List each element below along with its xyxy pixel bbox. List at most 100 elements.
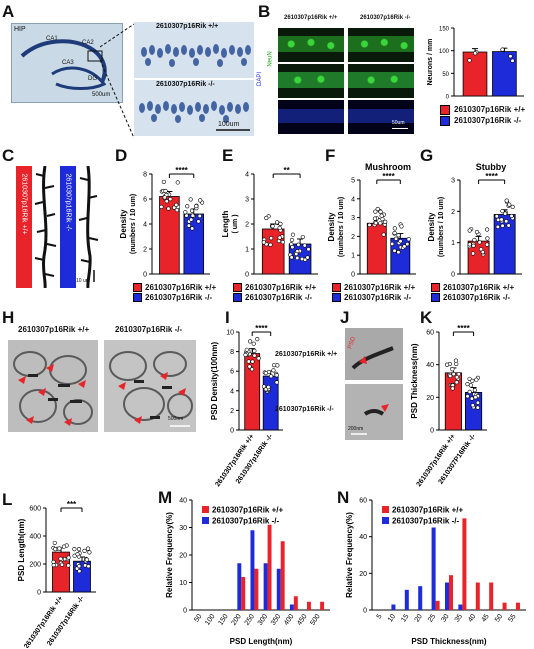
- panel-b-scale-label: 50um: [392, 120, 405, 126]
- panel-a-ko-image: 2610307p16Rik -/- 100um: [134, 80, 254, 136]
- panel-f-y-label: Density: [327, 212, 336, 241]
- legend-ko-text: 2610307p16Rik -/-: [145, 292, 213, 302]
- panel-e-data-point: [274, 220, 280, 225]
- panel-k-data-point: [465, 394, 470, 399]
- panel-n-x-tick-label: 25: [427, 613, 437, 623]
- panel-f-y-tick-label: 3: [351, 215, 355, 222]
- panel-f-data-point: [406, 237, 411, 242]
- panel-i-bar-chart: 0 2 4 6 8 10 PSD Density(100nm) **** 2610307p16R…: [210, 324, 283, 488]
- panel-f-bar-wt: [366, 222, 387, 275]
- legend-ko-swatch: [233, 292, 242, 302]
- panel-e-data-point: [277, 235, 282, 240]
- panel-g-bar-chart: 0 1 2 3 Density (numbers / 10 um) Stubby****: [427, 162, 522, 279]
- panel-g-data-point: [499, 217, 504, 222]
- panel-d-legend: 2610307p16Rik +/+ 2610307p16Rik -/-: [133, 282, 216, 302]
- panel-i-x-label-ko: 2610307p16Rik -/-: [235, 433, 275, 486]
- panel-e-data-point: [305, 255, 310, 260]
- panel-b-ko-label: 2610307p16Rik -/-: [360, 15, 411, 21]
- panel-g-data-point: [503, 211, 508, 216]
- panel-n-x-label: PSD Thickness(nm): [411, 637, 486, 646]
- panel-e-data-point: [289, 255, 294, 260]
- panel-n-x-tick-label: 15: [400, 613, 410, 623]
- panel-d-data-point: [174, 207, 180, 213]
- panel-e-y-label: Length: [221, 211, 230, 238]
- panel-k-data-point: [450, 367, 455, 372]
- neun-label: NeuN: [267, 51, 274, 67]
- panel-i-data-point: [243, 352, 248, 357]
- dapi-label: DAPI: [257, 71, 264, 87]
- panel-d-data-point: [159, 204, 164, 209]
- panel-d-bar-chart: 0 2 4 6 8 Density (numbers / 10 um) ****: [119, 166, 210, 279]
- panel-g-data-point: [504, 198, 509, 203]
- panel-m-y-tick-label: 20: [179, 553, 187, 560]
- panel-f-title: Mushroom: [365, 162, 411, 172]
- panel-l-data-point: [77, 564, 82, 569]
- panel-e-data-point: [302, 243, 307, 248]
- panel-b-ko-neun-image: [348, 28, 414, 62]
- panel-e-y-tick-label: 4: [245, 172, 249, 179]
- panel-l-data-point: [83, 563, 88, 568]
- panel-k-y-tick-label: 0: [430, 428, 434, 435]
- panel-e-sig-stars: **: [284, 166, 291, 175]
- panel-f-sig-stars: ****: [382, 172, 395, 181]
- panel-e-y-tick-label: 1: [245, 247, 249, 254]
- panel-b-wt-dapi-image: [278, 100, 344, 134]
- panel-d-y-tick-label: 0: [143, 272, 147, 279]
- panel-c-wt-label: 2610307p16Rik +/+: [20, 173, 28, 235]
- panel-e-y-tick-label: 3: [245, 197, 249, 204]
- panel-m-x-tick-label: 100: [204, 613, 216, 627]
- panel-g-data-point: [480, 250, 485, 255]
- panel-g-data-point: [471, 251, 476, 256]
- panel-l-y-tick-label: 400: [29, 534, 41, 541]
- panel-g-data-point: [494, 214, 499, 219]
- panel-j-scale-label: 200nm: [348, 426, 364, 432]
- panel-i-y-tick-label: 0: [230, 428, 234, 435]
- panel-i-data-point: [246, 359, 251, 364]
- panel-k-data-point: [475, 405, 480, 410]
- panel-j-wt-label: 2610307p16Rik +/+: [275, 351, 338, 358]
- panel-k-data-point: [450, 386, 455, 391]
- panel-l-data-point: [58, 556, 63, 561]
- panel-m-bar-wt: [267, 524, 272, 610]
- panel-g-y-tick-label: 0: [451, 272, 455, 279]
- panel-l-x-label-ko: 2610307p16Rik -/-: [46, 595, 86, 648]
- panel-e-y-label-unit: ( um ): [232, 214, 239, 233]
- panel-label-e: E: [222, 146, 234, 165]
- panel-b-data-point: [467, 58, 472, 63]
- panel-f-data-point: [396, 233, 401, 238]
- panel-e-bar-chart: 0 1 2 3 4 Length( um ) **: [221, 166, 318, 279]
- panel-d-data-point: [166, 206, 171, 211]
- panel-m-bar-wt: [254, 568, 259, 610]
- panel-l-sig-stars: ***: [67, 500, 77, 509]
- legend-ko-swatch: [440, 115, 450, 126]
- panel-l-data-point: [82, 548, 87, 554]
- panel-k-y-tick-label: 40: [426, 362, 434, 369]
- panel-g-sig-stars: ****: [485, 172, 498, 181]
- panel-d-data-point: [188, 197, 193, 202]
- panel-l-y-label: PSD Length(nm): [17, 518, 26, 581]
- panel-m-legend-wt-text: 2610307p16Rik +/+: [212, 506, 283, 515]
- panel-k-data-point: [453, 358, 459, 363]
- panel-m-bar-wt: [307, 601, 311, 610]
- panel-label-a: A: [2, 2, 15, 21]
- panel-i-data-point: [274, 380, 279, 385]
- panel-d-data-point: [196, 219, 201, 224]
- panel-g-data-point: [496, 217, 501, 222]
- panel-b-y-tick-label: 0: [446, 95, 450, 101]
- panel-n-x-tick-label: 55: [507, 613, 517, 623]
- panel-g-bar-ko: [493, 214, 516, 275]
- panel-n-bar-wt: [489, 582, 494, 610]
- panel-e-data-point: [278, 221, 283, 226]
- panel-f-data-point: [405, 242, 410, 247]
- panel-b-wt-label: 2610307p16Rik +/+: [284, 15, 338, 21]
- panel-e-data-point: [264, 215, 269, 221]
- legend-wt-swatch: [440, 104, 450, 115]
- panel-j-wt-em-image: PSD: [345, 328, 403, 380]
- panel-g-data-point: [504, 219, 509, 224]
- panel-k-x-label-ko: 2610307P16Rik -/-: [438, 433, 478, 486]
- panel-k-bar-wt: [444, 372, 462, 431]
- panel-m-bar-wt: [280, 541, 285, 610]
- panel-f-data-point: [373, 221, 378, 226]
- panel-f-y-tick-label: 2: [351, 234, 355, 241]
